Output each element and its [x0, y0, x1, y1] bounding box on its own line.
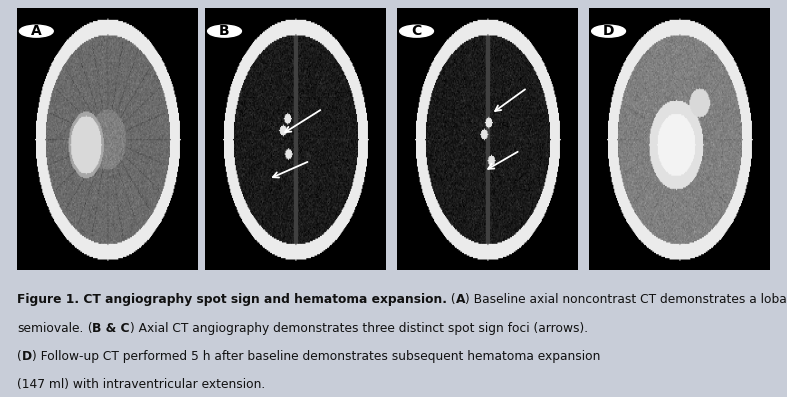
- Text: C: C: [412, 24, 422, 38]
- Text: ) Follow-up CT performed 5 h after baseline demonstrates subsequent hematoma exp: ) Follow-up CT performed 5 h after basel…: [32, 350, 600, 363]
- Text: ) Axial CT angiography demonstrates three distinct spot sign foci (arrows).: ) Axial CT angiography demonstrates thre…: [130, 322, 588, 335]
- Circle shape: [208, 25, 242, 37]
- Text: (: (: [17, 350, 22, 363]
- Text: A: A: [456, 293, 465, 306]
- Text: Figure 1. CT angiography spot sign and hematoma expansion.: Figure 1. CT angiography spot sign and h…: [17, 293, 447, 306]
- Text: D: D: [22, 350, 32, 363]
- Text: B & C: B & C: [92, 322, 130, 335]
- Circle shape: [592, 25, 626, 37]
- Text: semiovale.: semiovale.: [17, 322, 83, 335]
- Text: D: D: [603, 24, 615, 38]
- Text: (: (: [83, 322, 92, 335]
- Text: B: B: [220, 24, 230, 38]
- Text: (: (: [447, 293, 456, 306]
- Circle shape: [20, 25, 54, 37]
- Circle shape: [400, 25, 434, 37]
- Text: A: A: [31, 24, 42, 38]
- Text: ) Baseline axial noncontrast CT demonstrates a lobar parenchymal hematoma (57 ml: ) Baseline axial noncontrast CT demonstr…: [465, 293, 787, 306]
- Text: (147 ml) with intraventricular extension.: (147 ml) with intraventricular extension…: [17, 378, 265, 391]
